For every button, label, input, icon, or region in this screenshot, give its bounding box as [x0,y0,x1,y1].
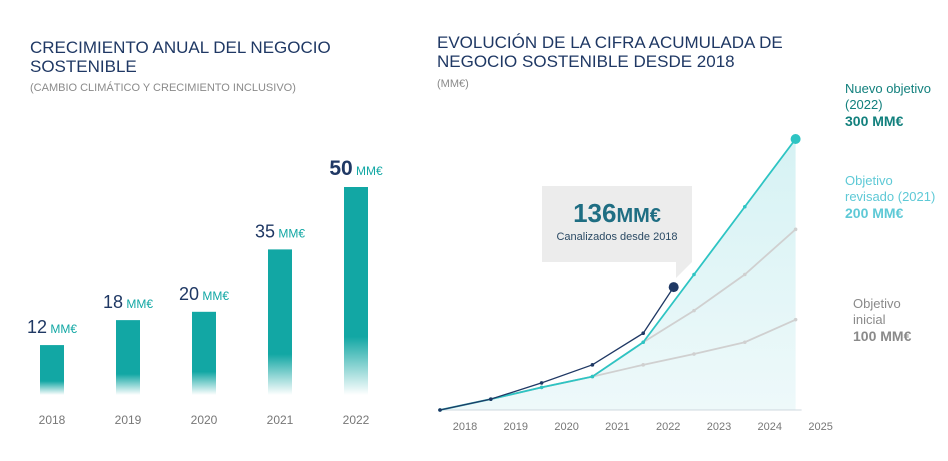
bar-value-label-2021: 35 MM€ [255,221,305,241]
point-actual-4 [641,331,645,336]
target-revised-line2: revisado (2021) [845,189,936,204]
point-initial-4 [641,363,645,367]
bar-value-label-2019: 18 MM€ [103,292,153,312]
line-chart-title: EVOLUCIÓN DE LA CIFRA ACUMULADA DE NEGOC… [437,33,783,71]
target-initial-label: Objetivo inicial 100 MM€ [853,296,911,344]
point-actual-3 [590,363,595,367]
line-x-tick-2018: 2018 [453,421,477,433]
target-revised-value: 200 MM€ [845,205,904,221]
callout-unit: MM€ [616,205,661,227]
target-initial-line1: Objetivo [853,296,901,311]
bar-2022 [344,187,368,395]
point-initial-7 [793,317,798,322]
callout-box: 136MM€ Canalizados desde 2018 [542,186,692,262]
bar-x-tick-2018: 2018 [39,413,66,427]
bar-chart-title: CRECIMIENTO ANUAL DEL NEGOCIO SOSTENIBLE [30,38,331,76]
point-actual-5 [668,282,679,293]
line-chart: 2018 2019 2020 2021 2022 2023 2024 2025 [438,134,833,433]
point-revised-6 [743,272,747,277]
line-x-tick-2020: 2020 [554,421,578,433]
target-initial-value: 100 MM€ [853,328,912,344]
target-new-label: Nuevo objetivo (2022) 300 MM€ [845,81,931,129]
bar-2019 [116,320,140,395]
point-new-3 [590,374,595,379]
callout-value-line: 136MM€ [542,198,692,229]
bar-chart-subtitle: (CAMBIO CLIMÁTICO Y CRECIMIENTO INCLUSIV… [30,82,296,94]
line-x-tick-2021: 2021 [605,421,629,433]
point-initial-5 [692,352,696,356]
line-x-tick-2023: 2023 [707,421,731,433]
bar-value-label-2022: 50 MM€ [329,157,383,180]
line-x-tick-2025: 2025 [808,421,832,433]
line-x-tick-2022: 2022 [656,421,680,433]
target-new-value: 300 MM€ [845,113,904,129]
point-revised-7 [793,227,798,232]
target-revised-label: Objetivo revisado (2021) 200 MM€ [845,173,935,221]
point-actual-2 [539,381,544,385]
target-revised-line1: Objetivo [845,173,893,188]
point-new-2 [539,385,544,390]
target-new-line1: Nuevo objetivo [845,81,931,96]
point-actual-0 [438,408,442,412]
bar-x-tick-2021: 2021 [267,413,294,427]
point-new-4 [641,340,645,345]
callout-value: 136 [573,198,617,228]
bar-value-label-2018: 12 MM€ [27,317,77,337]
callout-pointer [676,262,692,278]
point-new-5 [692,272,696,277]
bar-2018 [40,345,64,395]
line-x-tick-2019: 2019 [504,421,528,433]
series-line-actual [439,286,675,411]
bar-x-tick-2019: 2019 [115,413,142,427]
bar-x-tick-2022: 2022 [343,413,370,427]
bar-value-label-2020: 20 MM€ [179,284,229,304]
line-x-tick-2024: 2024 [758,421,782,433]
point-initial-6 [743,340,747,345]
bar-chart: 12 MM€ 2018 18 MM€ 2019 20 MM€ 2020 35 MM€ 2021… [27,157,383,427]
series-line-new [439,138,797,411]
target-initial-line2: inicial [853,312,886,327]
projection-area [440,139,796,410]
bar-x-tick-2020: 2020 [191,413,218,427]
line-chart-subtitle: (MM€) [437,78,469,90]
target-new-line2: (2022) [845,97,883,112]
bar-2020 [192,311,216,395]
point-new-6 [743,204,747,209]
callout-label: Canalizados desde 2018 [556,231,678,243]
point-new-7 [790,134,801,144]
bar-2021 [268,249,292,395]
point-actual-1 [489,397,493,401]
point-revised-5 [692,308,696,313]
